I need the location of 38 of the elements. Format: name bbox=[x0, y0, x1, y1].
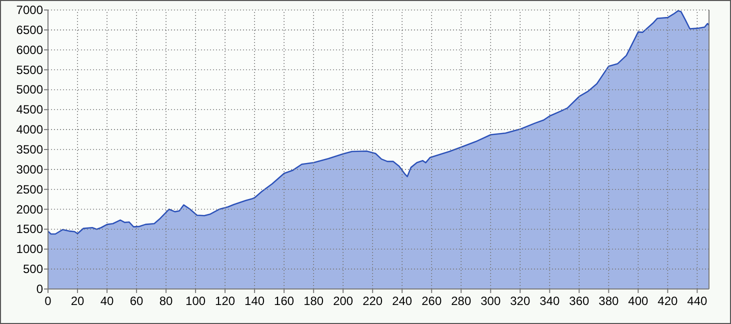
y-tick-label: 5000 bbox=[16, 82, 44, 97]
x-tick-label: 80 bbox=[159, 294, 174, 308]
x-tick-label: 280 bbox=[451, 294, 472, 308]
x-tick-label: 420 bbox=[658, 294, 678, 308]
x-tick-label: 400 bbox=[628, 294, 649, 308]
x-tick-label: 120 bbox=[215, 294, 236, 308]
y-tick-label: 3000 bbox=[16, 162, 44, 176]
x-tick-label: 0 bbox=[44, 294, 52, 308]
x-tick-label: 220 bbox=[362, 294, 383, 308]
x-tick-label: 340 bbox=[540, 294, 560, 308]
x-tick-label: 180 bbox=[304, 294, 324, 308]
x-tick-label: 360 bbox=[569, 294, 590, 308]
x-tick-label: 20 bbox=[70, 294, 85, 308]
y-tick-label: 6500 bbox=[16, 22, 44, 37]
x-tick-label: 260 bbox=[422, 294, 442, 308]
y-tick-label: 1500 bbox=[16, 222, 44, 236]
x-tick-label: 240 bbox=[392, 294, 412, 308]
y-tick-label: 7000 bbox=[16, 3, 44, 17]
y-tick-label: 500 bbox=[22, 262, 44, 276]
x-tick-label: 300 bbox=[480, 294, 501, 308]
x-tick-label: 100 bbox=[186, 294, 206, 308]
x-tick-label: 200 bbox=[333, 294, 354, 308]
y-tick-label: 1000 bbox=[16, 242, 44, 256]
x-tick-label: 380 bbox=[598, 294, 619, 308]
y-tick-label: 4500 bbox=[16, 102, 44, 117]
x-tick-label: 440 bbox=[687, 294, 708, 308]
x-tick-label: 160 bbox=[274, 294, 294, 308]
y-tick-label: 0 bbox=[36, 282, 44, 296]
y-tick-label: 3500 bbox=[16, 142, 44, 156]
y-tick-label: 5500 bbox=[16, 62, 44, 77]
y-tick-label: 2000 bbox=[16, 202, 44, 216]
x-tick-label: 140 bbox=[244, 294, 265, 308]
x-tick-label: 320 bbox=[510, 294, 530, 308]
x-tick-label: 60 bbox=[130, 294, 144, 308]
y-tick-label: 4000 bbox=[16, 122, 44, 137]
y-tick-label: 2500 bbox=[16, 182, 44, 196]
y-tick-label: 6000 bbox=[16, 42, 44, 57]
x-tick-label: 40 bbox=[100, 294, 114, 308]
